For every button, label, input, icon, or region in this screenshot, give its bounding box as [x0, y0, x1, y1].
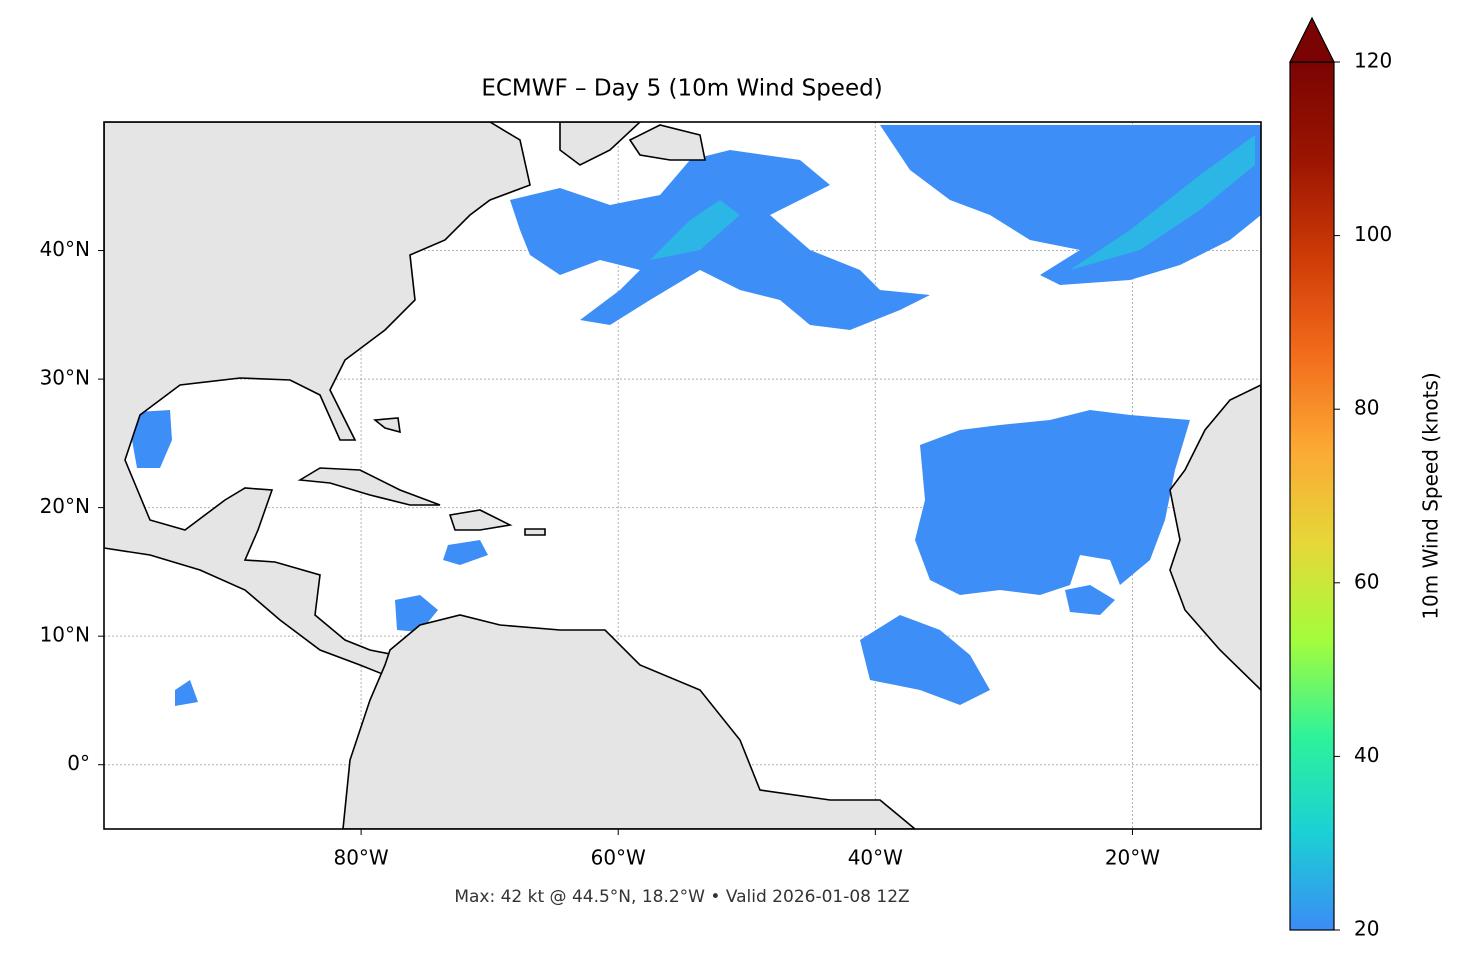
x-tick-label: 60°W [591, 846, 646, 870]
colorbar-tick-label: 60 [1354, 569, 1379, 593]
x-tick-label: 40°W [848, 846, 903, 870]
map-frame [103, 121, 1262, 830]
colorbar-tick-label: 80 [1354, 396, 1379, 420]
colorbar-tick-label: 100 [1354, 222, 1392, 246]
y-tick-label: 20°N [40, 494, 90, 518]
colorbar-tick-label: 20 [1354, 917, 1379, 941]
colorbar-label: 10m Wind Speed (knots) [1419, 372, 1443, 619]
land [104, 122, 1261, 829]
y-tick-label: 40°N [40, 237, 90, 261]
map-title: ECMWF – Day 5 (10m Wind Speed) [481, 76, 882, 102]
colorbar-extension [1289, 16, 1335, 63]
y-tick-label: 10°N [40, 623, 90, 647]
map-annotation: Max: 42 kt @ 44.5°N, 18.2°W • Valid 2026… [454, 887, 909, 907]
colorbar [1289, 61, 1335, 931]
x-tick-label: 20°W [1105, 846, 1160, 870]
colorbar-tick-label: 40 [1354, 743, 1379, 767]
colorbar-tick-label: 120 [1354, 49, 1392, 73]
y-tick-label: 30°N [40, 366, 90, 390]
y-tick-label: 0° [67, 751, 90, 775]
x-tick-label: 80°W [333, 846, 388, 870]
wind-field [132, 125, 1261, 706]
